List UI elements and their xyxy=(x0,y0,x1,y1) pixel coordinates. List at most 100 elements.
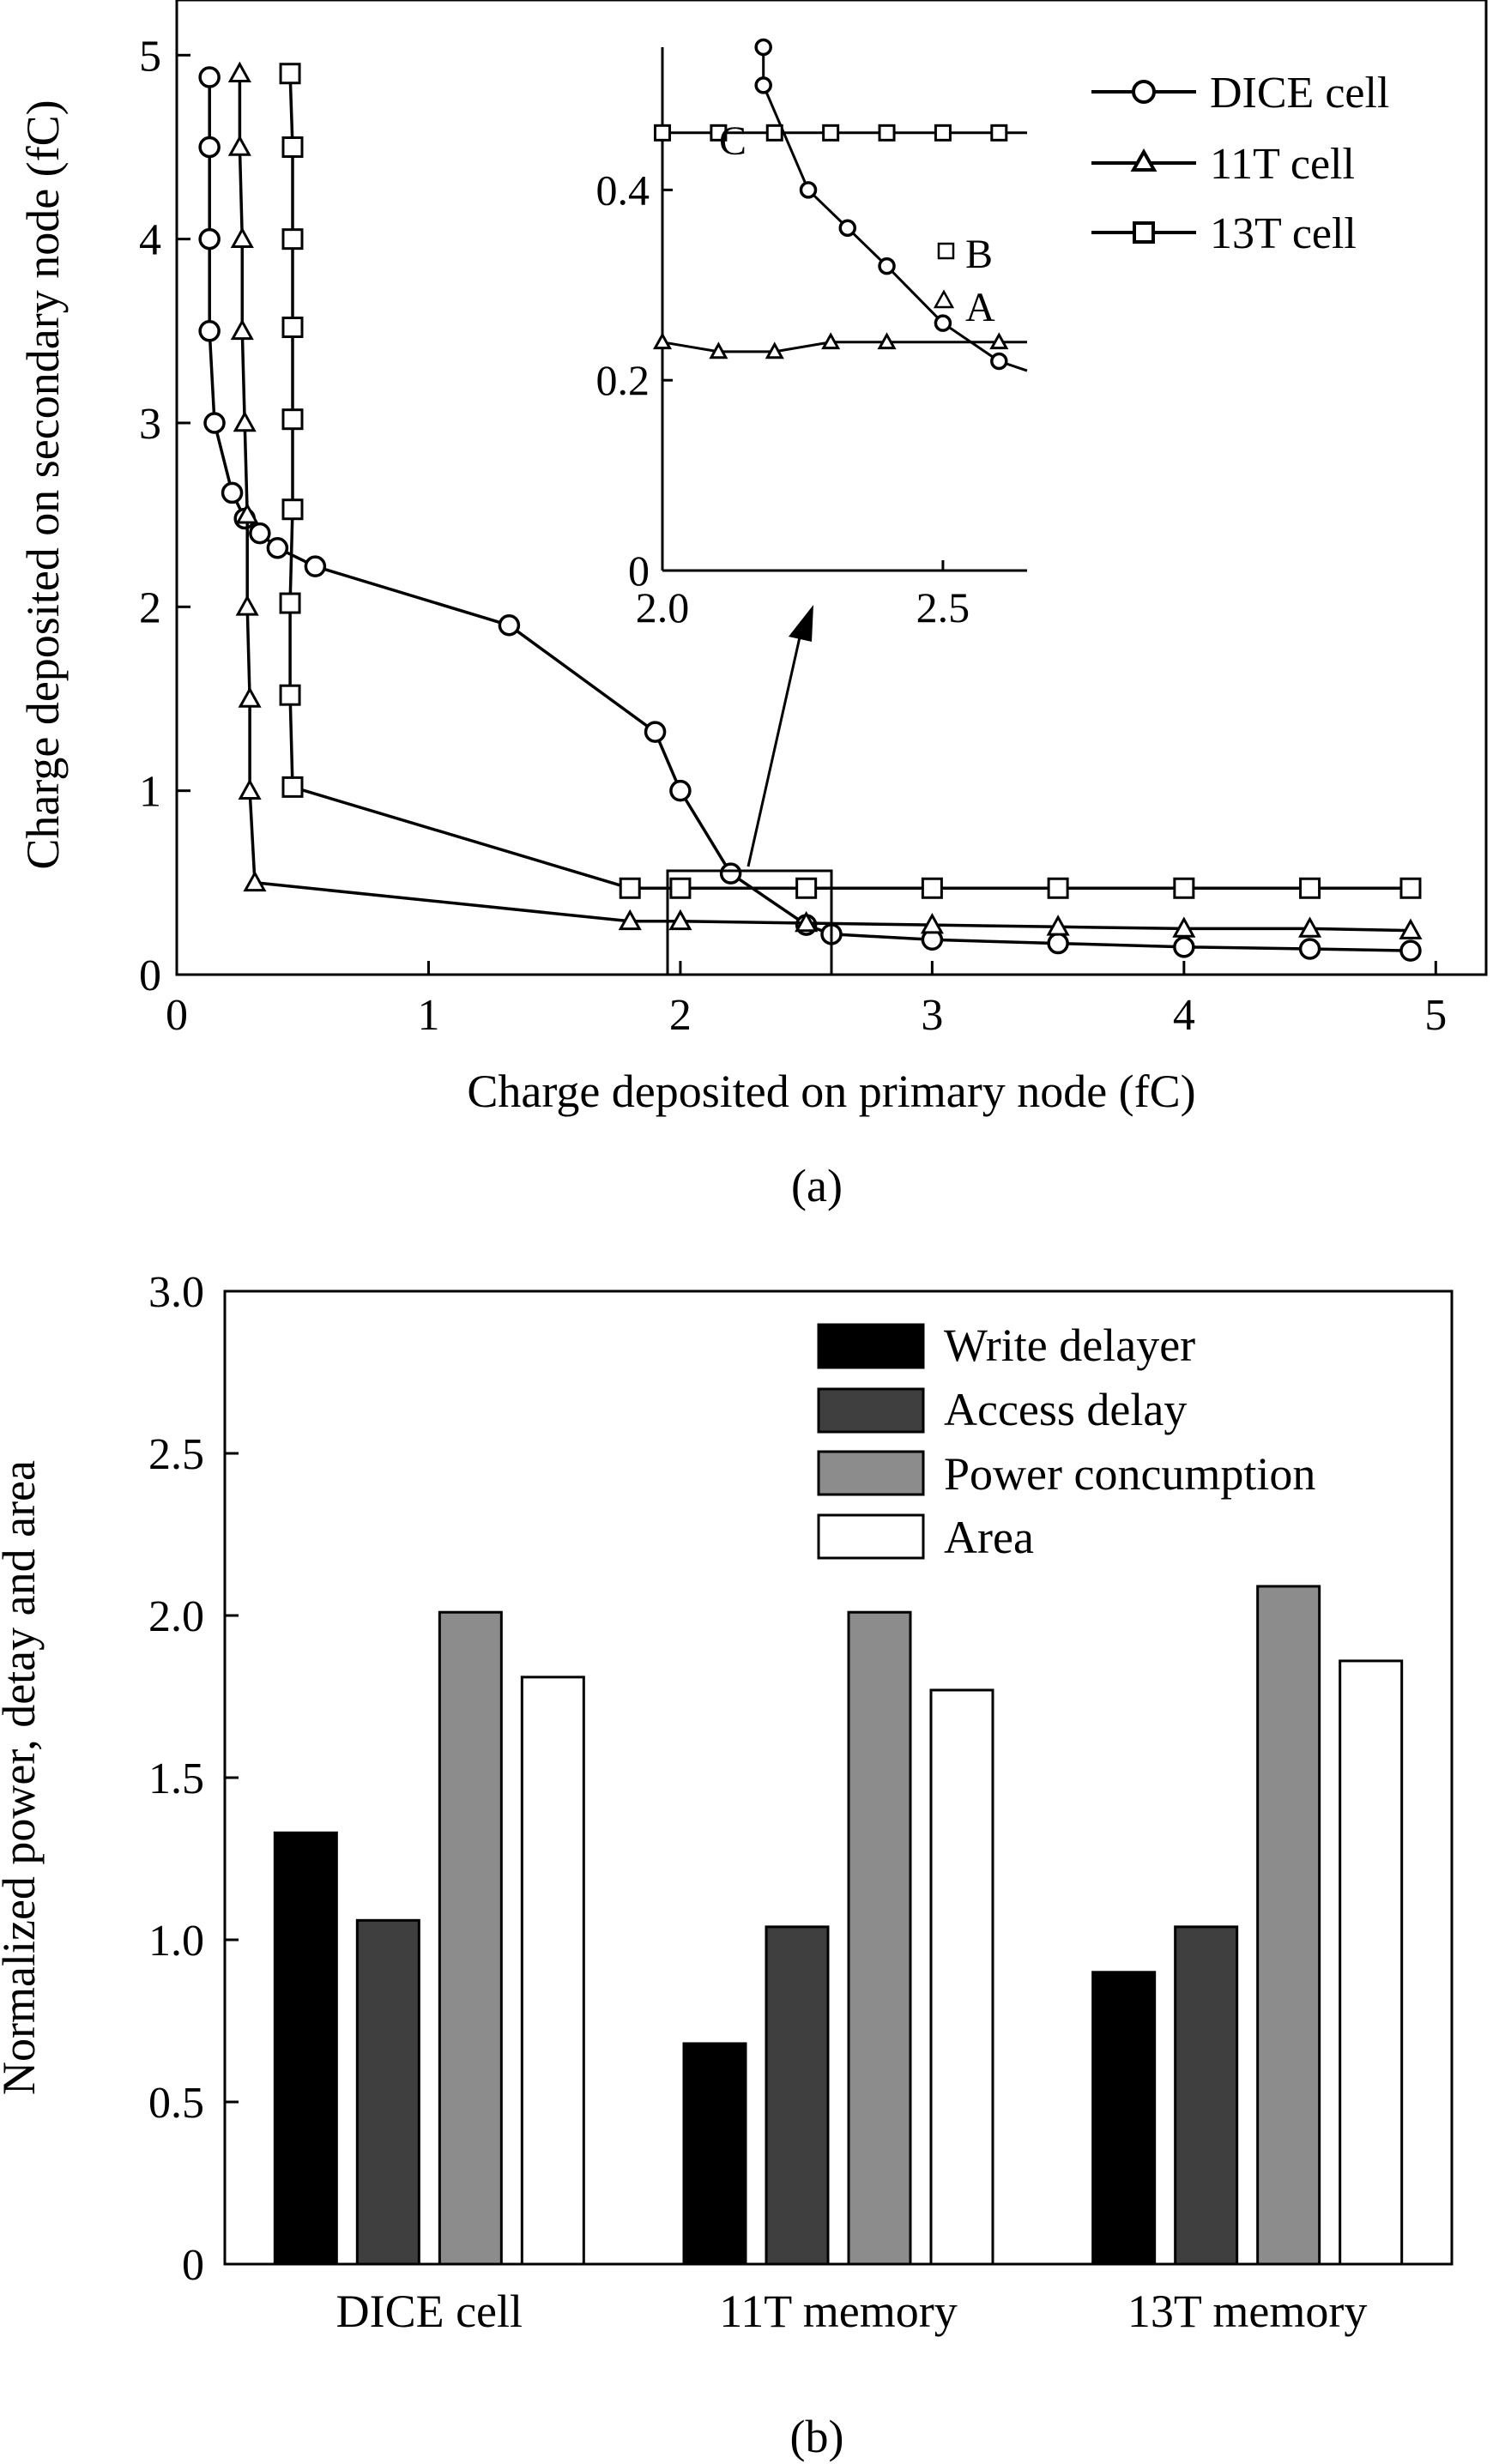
point-a-2-1 xyxy=(281,136,304,158)
bar-2-1 xyxy=(1174,1925,1239,2266)
legend-swatch-area xyxy=(817,1513,925,1560)
inset-y-tick-label-2: 0.4 xyxy=(596,166,650,214)
inset-y-tick-label-0: 0 xyxy=(628,547,650,595)
y-tick-label-a-3: 3 xyxy=(139,400,161,449)
zoom-arrow xyxy=(746,621,805,867)
point-a-1-15 xyxy=(1172,916,1196,938)
x-tick-label-a-5: 5 xyxy=(1424,991,1447,1040)
point-a-1-12 xyxy=(795,910,819,933)
panel-label-b: (b) xyxy=(790,2411,844,2462)
point-a-0-11 xyxy=(644,721,667,743)
legend-label-area: Area xyxy=(944,1512,1034,1563)
legend-label-power: Power concumption xyxy=(944,1448,1315,1500)
y-tick-label-b-1: 0.5 xyxy=(148,2079,204,2128)
bar-2-2 xyxy=(1256,1585,1321,2266)
annotation-a-marker xyxy=(933,289,955,309)
point-a-1-2 xyxy=(230,226,254,248)
x-tick-label-b-1: 11T memory xyxy=(719,2286,957,2337)
inset-point-2-1 xyxy=(710,124,728,142)
bar-1-1 xyxy=(765,1925,830,2266)
annotation-b: B xyxy=(937,232,993,277)
x-tick-label-b-0: DICE cell xyxy=(336,2286,523,2337)
y-axis-label-a: Charge deposited on secondary node (fC) xyxy=(17,100,69,869)
inset-point-2-4 xyxy=(878,124,896,142)
x-tick-label-a-2: 2 xyxy=(669,991,692,1040)
inset-point-1-2 xyxy=(765,341,784,359)
panel-label-a: (a) xyxy=(791,1160,843,1211)
x-axis-label-a: Charge deposited on primary node (fC) xyxy=(467,1066,1195,1117)
zoom-arrow-head xyxy=(789,605,813,642)
point-a-0-20 xyxy=(1399,939,1422,962)
point-a-0-10 xyxy=(498,614,521,637)
y-tick-label-a-2: 2 xyxy=(139,583,161,632)
point-a-0-19 xyxy=(1298,938,1321,960)
point-a-0-3 xyxy=(198,320,221,342)
point-a-2-7 xyxy=(279,684,301,706)
legend-swatch-power xyxy=(817,1450,925,1496)
point-a-2-5 xyxy=(281,498,304,521)
inset-point-0-2 xyxy=(799,181,818,199)
x-axis-b: DICE cell 11T memory 13T memory xyxy=(336,2286,1368,2337)
point-a-2-16 xyxy=(1399,877,1422,899)
inset-series xyxy=(652,38,1028,372)
point-a-1-0 xyxy=(227,61,251,83)
bar-2-0 xyxy=(1091,1971,1157,2266)
bar-2-3 xyxy=(1339,1659,1404,2266)
bar-1-2 xyxy=(847,1610,912,2266)
legend-label-write-delayer: Write delayer xyxy=(944,1320,1195,1371)
x-tick-label-b-2: 13T memory xyxy=(1127,2286,1367,2337)
inset-point-2-0 xyxy=(654,124,671,142)
series-line-a-1 xyxy=(238,73,1411,933)
legend-marker-dice xyxy=(1132,80,1156,104)
point-a-2-4 xyxy=(281,408,304,431)
point-a-2-15 xyxy=(1299,877,1321,899)
legend-b: Write delayer Access delay Power concump… xyxy=(817,1320,1315,1563)
y-tick-label-b-4: 2.0 xyxy=(148,1592,204,1641)
annotation-b-label: B xyxy=(965,232,993,277)
inset-point-2-6 xyxy=(990,124,1008,142)
inset-series-line-0 xyxy=(762,47,1028,372)
legend-label-13t: 13T cell xyxy=(1210,209,1357,258)
point-a-0-5 xyxy=(221,481,244,504)
point-a-2-8 xyxy=(281,776,304,798)
bar-1-0 xyxy=(682,2042,747,2266)
inset-point-0-5 xyxy=(934,314,952,332)
y-tick-label-b-3: 1.5 xyxy=(148,1754,204,1803)
point-a-2-10 xyxy=(669,877,692,899)
point-a-1-17 xyxy=(1399,918,1423,939)
x-axis-a: 0 1 2 3 4 5 xyxy=(166,961,1447,1040)
point-a-1-10 xyxy=(618,909,642,931)
legend-label-access-delay: Access delay xyxy=(944,1384,1187,1435)
bar-0-1 xyxy=(355,1918,420,2266)
annotation-a-label: A xyxy=(965,285,995,330)
y-tick-label-a-4: 4 xyxy=(139,216,161,265)
point-a-1-3 xyxy=(230,318,254,341)
y-axis-a: 0 1 2 3 4 5 xyxy=(139,32,190,1000)
inset-ticks: 2.0 2.5 0 0.2 0.4 xyxy=(596,166,970,631)
point-a-2-9 xyxy=(619,877,641,899)
y-tick-label-a-1: 1 xyxy=(139,768,161,817)
point-a-0-9 xyxy=(304,555,327,577)
legend-label-dice: DICE cell xyxy=(1210,69,1389,118)
inset-x-tick-label-0: 2.0 xyxy=(636,583,690,631)
point-a-2-0 xyxy=(279,63,301,85)
y-axis-b: 0 0.5 1.0 1.5 2.0 2.5 3.0 xyxy=(148,1268,239,2290)
point-a-1-8 xyxy=(238,778,262,800)
bar-0-0 xyxy=(273,1831,338,2266)
legend-marker-13t xyxy=(1133,221,1155,244)
inset-point-0-0 xyxy=(754,38,772,57)
panel-b: 0 0.5 1.0 1.5 2.0 2.5 3.0 DICE cell 11T memory 1… xyxy=(0,1268,1454,2462)
inset-y-tick-label-1: 0.2 xyxy=(596,356,650,404)
inset-point-1-1 xyxy=(709,341,728,359)
y-tick-label-b-0: 0 xyxy=(182,2241,204,2290)
point-a-0-0 xyxy=(198,66,221,88)
legend-item-dice: DICE cell xyxy=(1091,69,1389,118)
inset-point-0-4 xyxy=(878,257,896,275)
point-a-0-18 xyxy=(1173,936,1195,958)
point-a-1-6 xyxy=(235,595,259,616)
y-tick-label-b-6: 3.0 xyxy=(148,1268,204,1317)
point-a-2-2 xyxy=(281,228,304,251)
bar-0-3 xyxy=(520,1676,585,2266)
y-tick-label-b-2: 1.0 xyxy=(148,1917,204,1966)
point-a-2-14 xyxy=(1173,877,1195,899)
